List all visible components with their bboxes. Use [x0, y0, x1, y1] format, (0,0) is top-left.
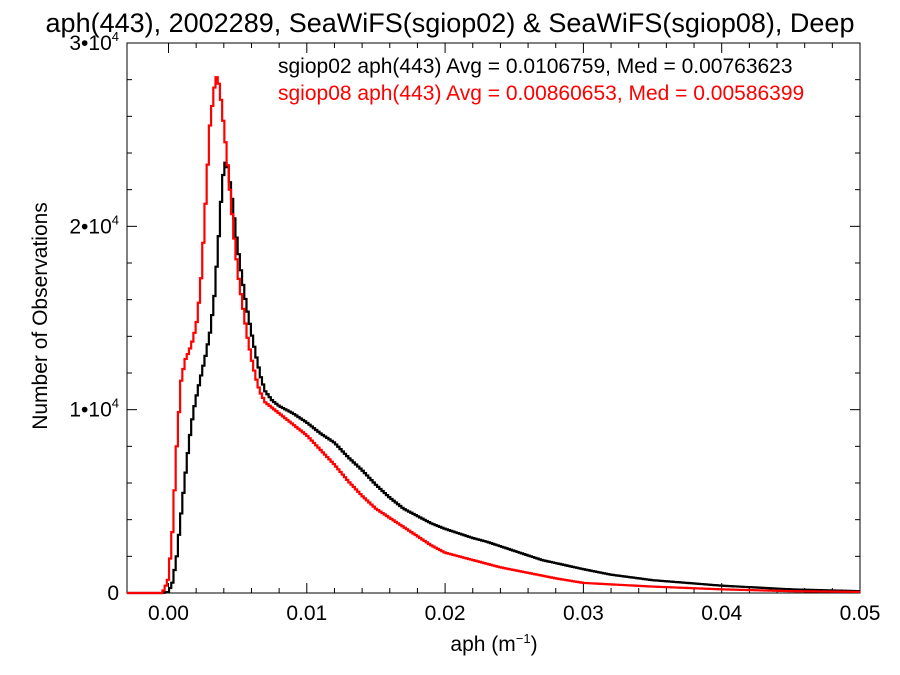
y-tick-label: 2•104: [69, 212, 119, 238]
x-tick-label: 0.05: [840, 602, 881, 625]
series-line-sgiop08: [127, 76, 861, 595]
y-tick-label: 0: [107, 582, 119, 605]
chart-title: aph(443), 2002289, SeaWiFS(sgiop02) & Se…: [46, 8, 855, 38]
series-line-sgiop02: [127, 161, 861, 595]
y-axis-label: Number of Observations: [29, 202, 52, 430]
x-tick-label: 0.04: [701, 602, 742, 625]
x-tick-label: 0.00: [148, 602, 189, 625]
legend-entry-sgiop08: sgiop08 aph(443) Avg = 0.00860653, Med =…: [278, 82, 804, 105]
x-tick-label: 0.03: [563, 602, 604, 625]
x-axis-label: aph (m−1): [450, 631, 537, 656]
plot-frame: [126, 42, 861, 594]
x-tick-label: 0.01: [286, 602, 327, 625]
y-tick-label: 3•104: [69, 29, 119, 55]
x-tick-label: 0.02: [425, 602, 466, 625]
y-tick-label: 1•104: [69, 396, 119, 422]
legend-entry-sgiop02: sgiop02 aph(443) Avg = 0.0106759, Med = …: [278, 55, 793, 78]
